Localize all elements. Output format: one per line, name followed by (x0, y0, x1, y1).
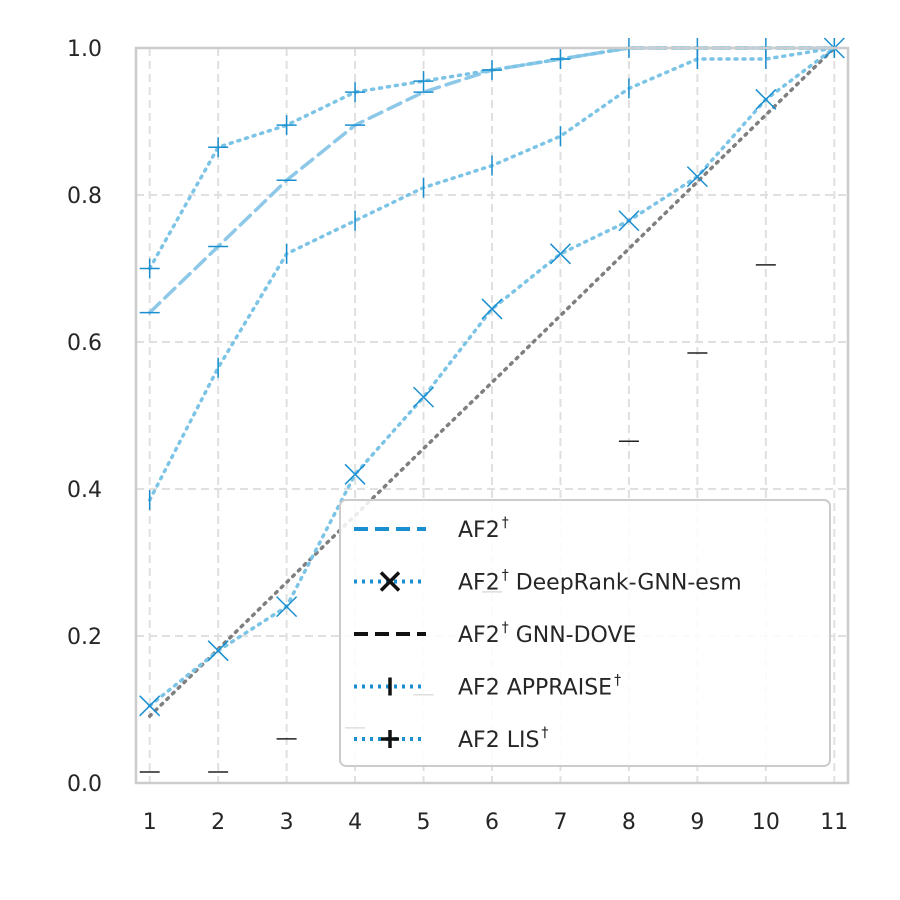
data-point (549, 243, 571, 265)
marker-stroke (344, 463, 366, 485)
marker-stroke (686, 166, 708, 188)
x-tick-label: 1 (143, 810, 157, 835)
y-tick-label: 1.0 (67, 37, 102, 62)
data-point (413, 71, 434, 92)
marker-stroke (207, 640, 229, 662)
legend-label-sup: † (614, 673, 621, 689)
legend-label-sup: † (502, 515, 509, 531)
legend-item-3: AF2 † GNN-DOVE (354, 620, 636, 648)
y-tick-labels: 0.0 0.2 0.4 0.6 0.8 1.0 (67, 37, 102, 797)
x-tick-label: 3 (280, 810, 294, 835)
x-tick-labels: 1 2 3 4 5 6 7 8 9 10 11 (143, 810, 849, 835)
x-tick-label: 2 (211, 810, 225, 835)
legend-label: AF2 † GNN-DOVE (458, 620, 636, 648)
y-tick-label: 0.0 (67, 772, 102, 797)
y-tick-label: 0.2 (67, 625, 102, 650)
legend-item-2: AF2 † DeepRank-GNN-esm (354, 568, 742, 596)
legend-label-name: AF2 APPRAISE (458, 676, 612, 701)
data-point (481, 298, 503, 320)
legend-label-sup: † (502, 568, 509, 584)
marker-stroke (276, 596, 298, 618)
data-point (276, 596, 298, 618)
series-2 (139, 37, 845, 717)
marker-stroke (481, 298, 503, 320)
data-point (482, 60, 502, 81)
legend-label-name: AF2 LIS (458, 728, 539, 753)
legend-handle-marker (379, 571, 401, 592)
legend-label-suffix: GNN-DOVE (509, 623, 637, 648)
marker-stroke (139, 695, 161, 717)
marker-stroke (755, 88, 777, 110)
y-tick-label: 0.6 (67, 331, 102, 356)
data-point (345, 82, 366, 103)
marker-stroke (549, 243, 571, 265)
data-point (755, 88, 777, 110)
x-tick-label: 6 (485, 810, 499, 835)
x-tick-label: 5 (417, 810, 431, 835)
legend-item-5: AF2 LIS † (354, 725, 548, 753)
data-point (207, 640, 229, 662)
marker-stroke (618, 210, 640, 232)
legend-label: AF2 † DeepRank-GNN-esm (458, 568, 742, 596)
legend-label: AF2 APPRAISE † (458, 673, 621, 701)
x-tick-label: 7 (553, 810, 567, 835)
legend-item-4: AF2 APPRAISE † (354, 673, 621, 701)
legend-item-1: AF2 † (354, 515, 509, 543)
x-tick-label: 10 (752, 810, 780, 835)
data-point (618, 210, 640, 232)
x-tick-label: 8 (622, 810, 636, 835)
legend-box (339, 499, 831, 767)
x-tick-label: 11 (820, 810, 848, 835)
marker-stroke (379, 571, 401, 592)
legend-label-sup: † (541, 725, 548, 741)
data-point (208, 137, 229, 158)
series-4 (147, 38, 837, 511)
data-point (686, 166, 708, 188)
x-tick-label: 9 (690, 810, 704, 835)
plot-frame (134, 46, 850, 785)
data-point (276, 115, 297, 136)
legend-label-suffix: DeepRank-GNN-esm (509, 571, 742, 596)
data-point (344, 463, 366, 485)
legend-label: AF2 LIS † (458, 725, 548, 753)
marker-stroke (413, 386, 435, 408)
legend-label-sup: † (502, 620, 509, 636)
legend-label-name: AF2 (458, 623, 500, 648)
data-point (139, 695, 161, 717)
x-tick-label: 4 (348, 810, 362, 835)
legend-label-name: AF2 (458, 571, 500, 596)
data-point (139, 258, 160, 279)
y-tick-label: 0.4 (67, 478, 102, 503)
legend-label-name: AF2 (458, 518, 500, 543)
baseline-line (147, 46, 837, 718)
data-point (550, 49, 571, 70)
data-point (413, 386, 435, 408)
legend-label: AF2 † (458, 515, 509, 543)
legend-handle-marker (381, 730, 399, 748)
y-tick-label: 0.8 (67, 184, 102, 209)
